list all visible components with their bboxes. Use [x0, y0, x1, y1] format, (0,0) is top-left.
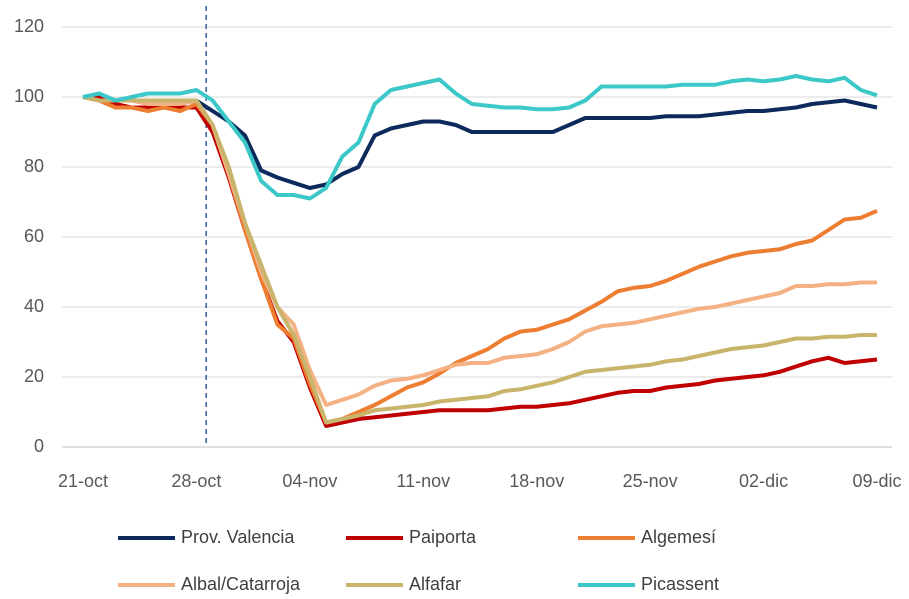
series-line: [82, 95, 878, 425]
series-line: [83, 95, 878, 190]
y-tick-label: 20: [24, 366, 44, 386]
x-tick-label: 25-nov: [623, 471, 678, 491]
series-line: [83, 95, 878, 428]
series-line: [82, 95, 877, 425]
plot-area: [82, 74, 878, 428]
y-tick-label: 100: [14, 86, 44, 106]
legend-label: Paiporta: [409, 527, 477, 547]
x-tick-label: 28-oct: [171, 471, 221, 491]
y-tick-label: 80: [24, 156, 44, 176]
grid: 0 20 40 60 80 100 120 21-oct 28-oct 04-nov 11-nov 1…: [14, 6, 902, 491]
x-tick-label: 09-dic: [852, 471, 901, 491]
y-tick-label: 0: [34, 436, 44, 456]
legend: Prov. Valencia Paiporta Algemesí Albal/Cata…: [118, 527, 719, 594]
legend-label: Picassent: [641, 574, 719, 594]
x-tick-label: 11-nov: [396, 471, 450, 491]
x-tick-label: 02-dic: [739, 471, 788, 491]
y-tick-label: 40: [24, 296, 44, 316]
x-tick-label: 18-nov: [509, 471, 564, 491]
legend-label: Albal/Catarroja: [181, 574, 301, 594]
legend-label: Prov. Valencia: [181, 527, 295, 547]
y-tick-label: 120: [14, 16, 44, 36]
legend-label: Alfafar: [409, 574, 461, 594]
series-line: [82, 74, 878, 201]
x-tick-label: 21-oct: [58, 471, 108, 491]
legend-label: Algemesí: [641, 527, 716, 547]
x-tick-label: 04-nov: [282, 471, 337, 491]
y-tick-label: 60: [24, 226, 44, 246]
